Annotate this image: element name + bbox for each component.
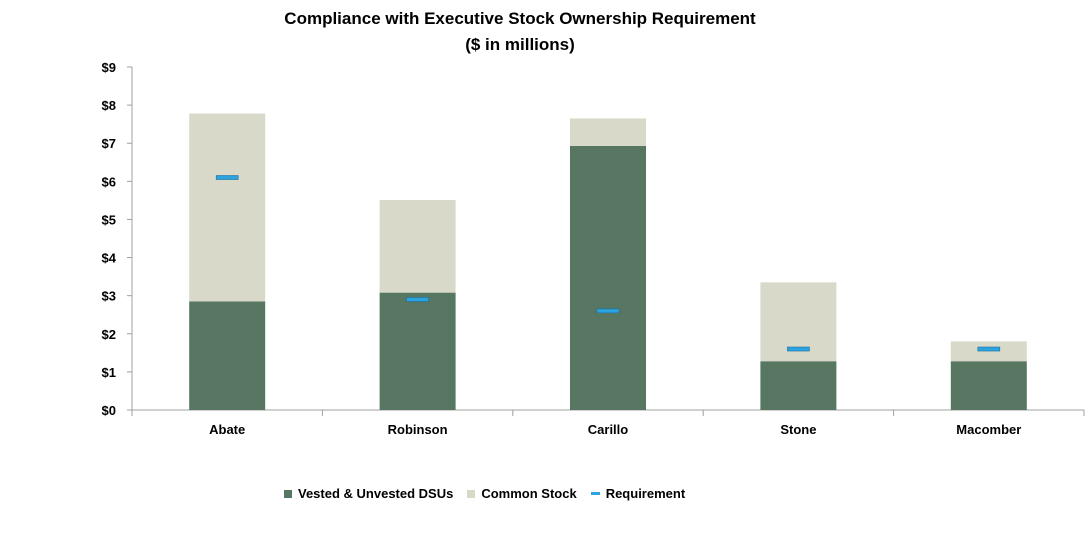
y-tick-label: $4 [102,251,117,266]
requirement-marker-robinson [406,297,429,302]
y-tick-label: $7 [102,136,116,151]
legend-label-requirement: Requirement [605,486,686,501]
bar-vested-abate [189,301,266,410]
requirement-marker-carillo [596,308,620,314]
y-tick-label: $6 [102,174,116,189]
legend-swatch-common [467,489,476,498]
bar-common-robinson [379,200,456,293]
y-tick-label: $3 [102,289,116,304]
chart-title: Compliance with Executive Stock Ownershi… [284,9,756,28]
y-tick-label: $0 [102,403,116,418]
legend-swatch-requirement [590,492,600,495]
x-tick-label: Abate [209,422,245,437]
bar-common-carillo [570,118,646,146]
y-tick-label: $5 [102,212,116,227]
requirement-marker-abate [215,175,239,180]
x-tick-label: Robinson [388,422,448,437]
y-tick-label: $2 [102,327,116,342]
y-tick-label: $1 [102,365,116,380]
legend-label-common: Common Stock [481,486,577,501]
requirement-marker-stone [787,346,810,352]
y-tick-label: $9 [102,60,116,75]
plot-area: $0 $1 $2 $3 $4 $5 $6 $7 $8 $9 Abate Robinson Carillo… [102,60,1085,437]
legend-item-common: Common Stock [467,486,577,501]
x-tick-label: Macomber [956,422,1021,437]
bar-vested-macomber [950,361,1027,410]
bar-common-abate [189,113,266,302]
legend-item-vested: Vested & Unvested DSUs [284,486,453,501]
legend-item-requirement: Requirement [590,486,686,501]
x-tick-label: Carillo [588,422,629,437]
legend-swatch-vested [284,489,292,498]
bar-vested-robinson [379,292,456,410]
x-tick-label: Stone [780,422,816,437]
bar-vested-stone [760,361,837,410]
bar-vested-carillo [570,145,646,410]
chart-subtitle: ($ in millions) [465,35,575,54]
y-tick-label: $8 [102,98,116,113]
legend: Vested & Unvested DSUs Common Stock Requ… [284,486,699,501]
legend-label-vested: Vested & Unvested DSUs [298,486,454,501]
requirement-marker-macomber [977,346,1001,352]
